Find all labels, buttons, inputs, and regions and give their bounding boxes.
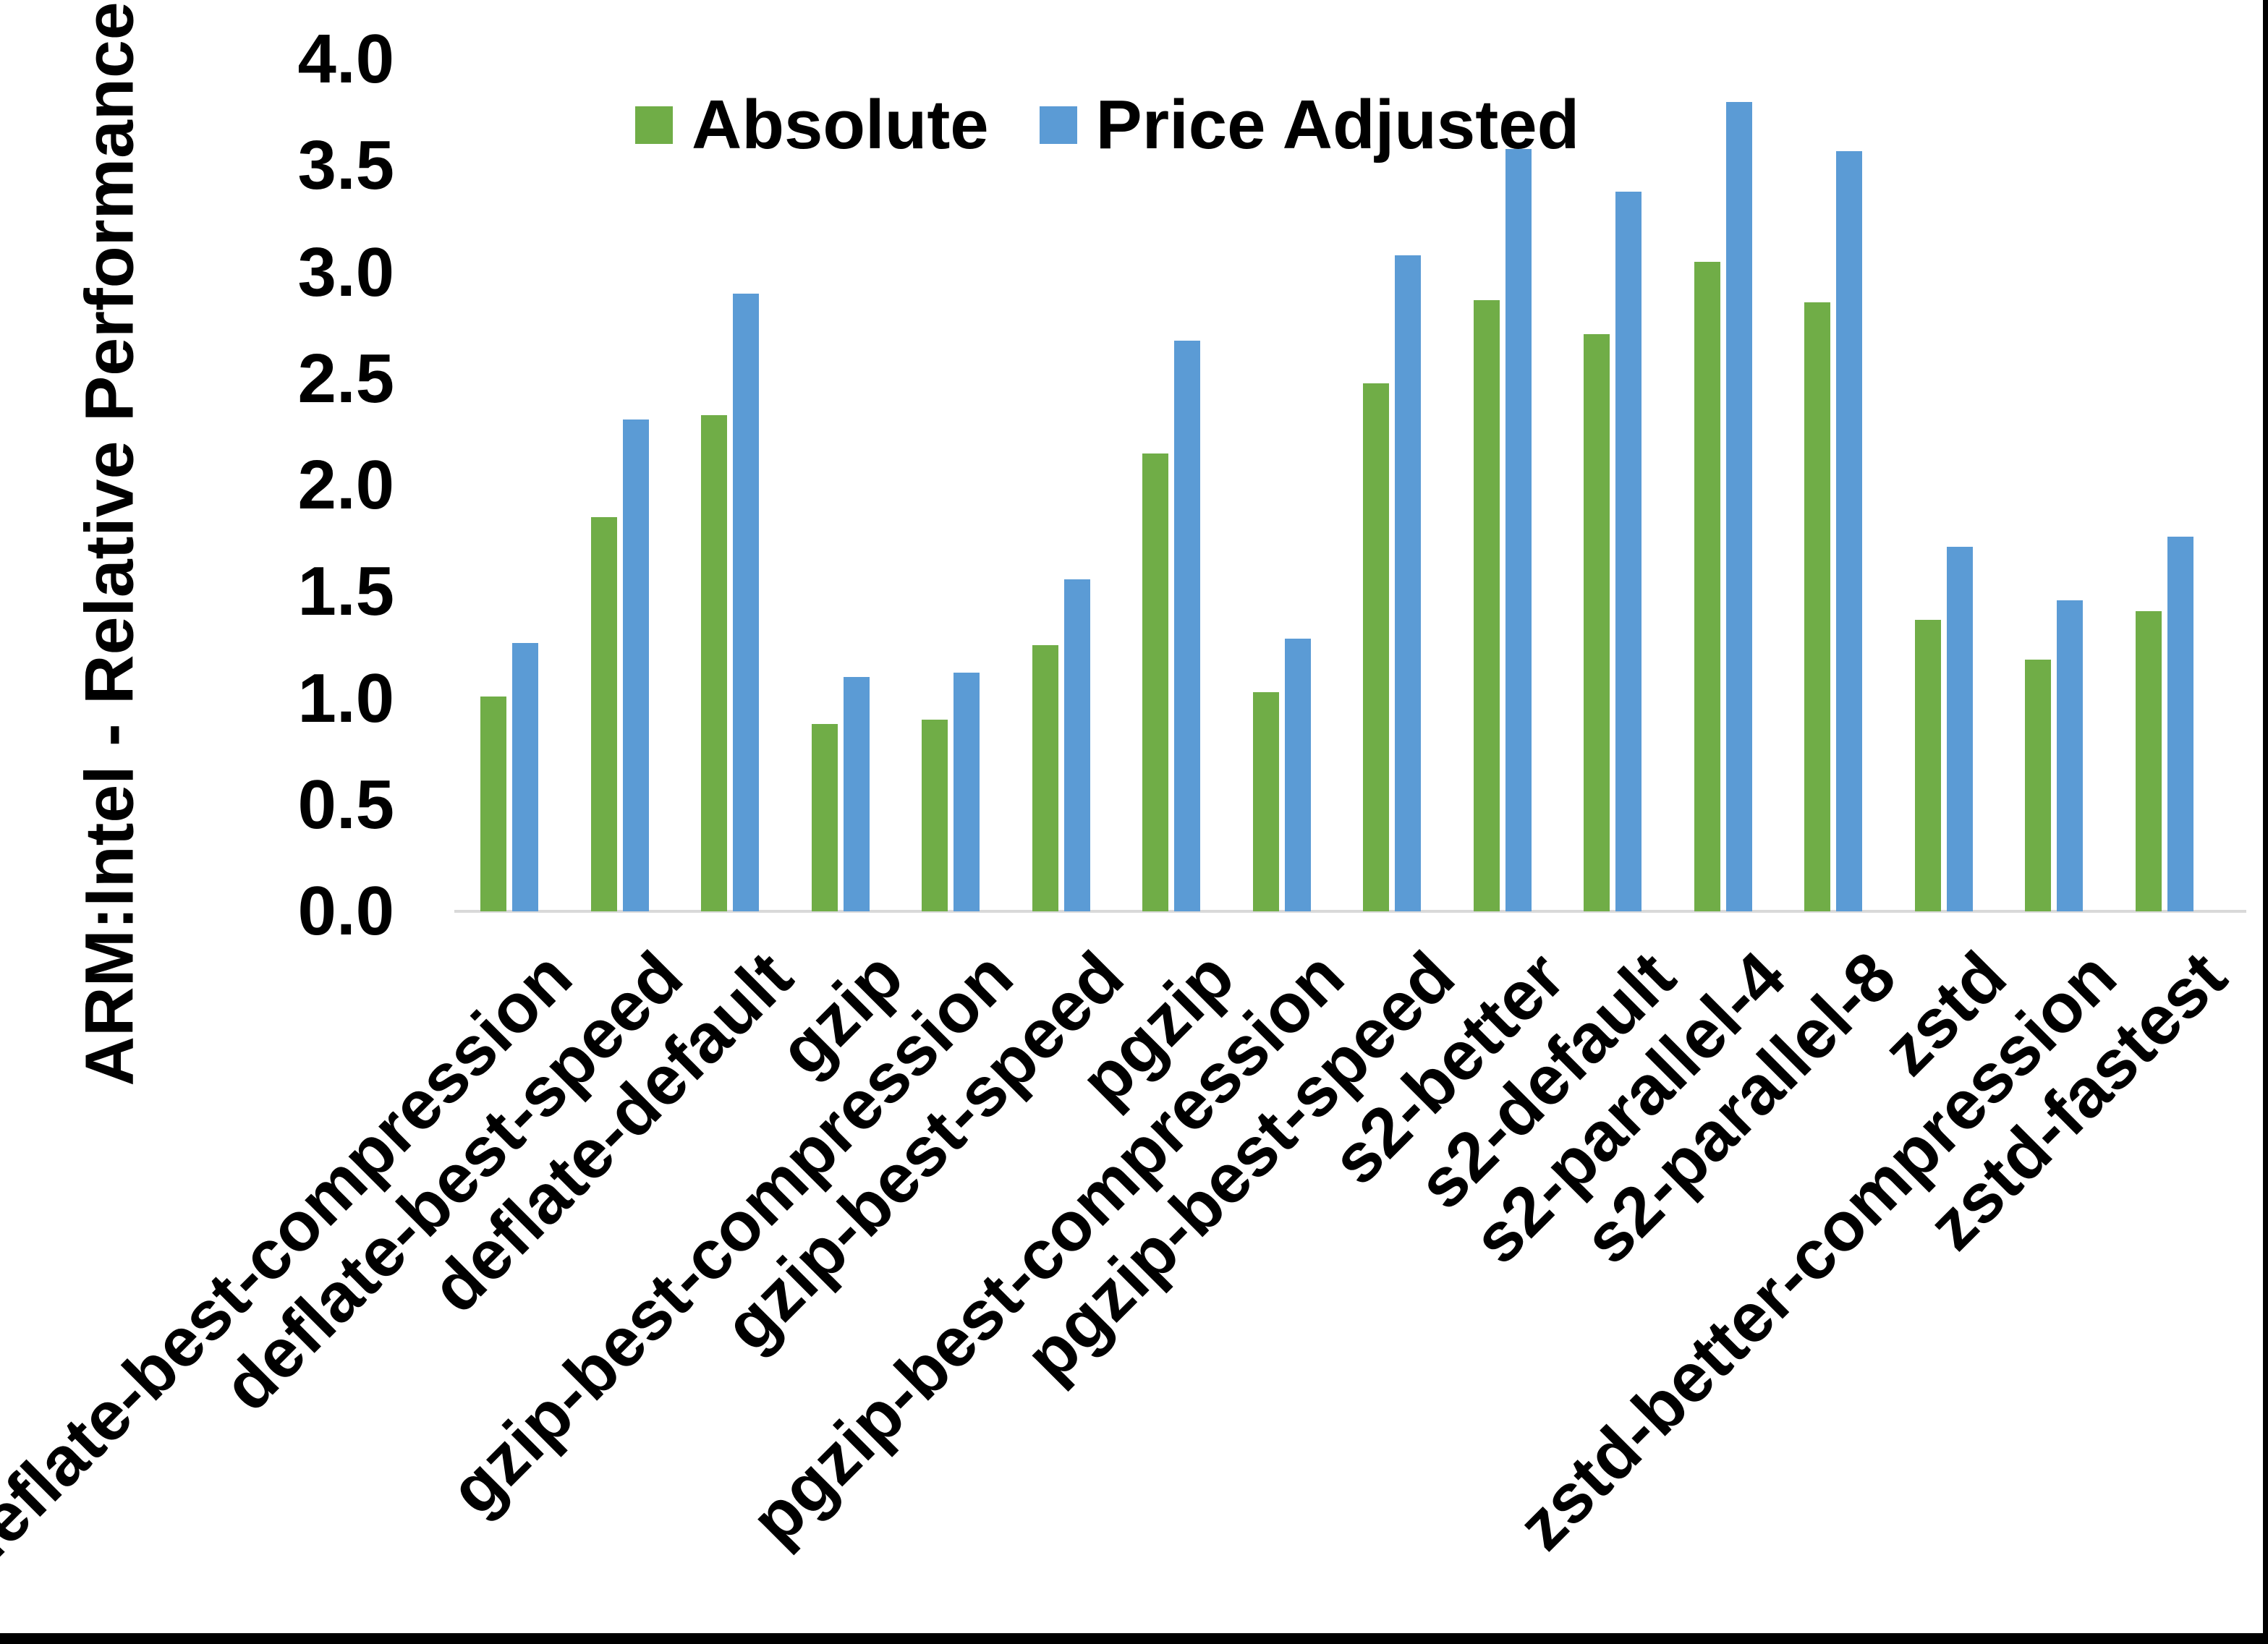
x-axis-line: [454, 910, 2246, 913]
bar-absolute-deflate-default: [701, 414, 728, 911]
bar-absolute-s2-parallel-8: [1804, 302, 1831, 911]
y-tick-label: 1.0: [297, 659, 394, 737]
legend-label-absolute: Absolute: [692, 86, 989, 163]
bar-price-adjusted-deflate-best-speed: [622, 419, 649, 911]
legend-item-price-adjusted: Price Adjusted: [1039, 85, 1580, 165]
bar-price-adjusted-s2-default: [1615, 191, 1642, 911]
bar-absolute-gzip-best-compression: [922, 719, 948, 911]
bar-price-adjusted-zstd-fastest: [2167, 536, 2193, 911]
bar-absolute-zstd: [1914, 619, 1941, 911]
window-edge-right: [2263, 0, 2268, 1644]
bar-absolute-zstd-fastest: [2135, 610, 2162, 911]
bar-price-adjusted-zstd-better-compression: [2057, 600, 2084, 911]
bar-absolute-pgzip: [1142, 453, 1169, 911]
y-tick-label: 1.5: [297, 553, 394, 631]
y-tick-label: 3.0: [297, 233, 394, 311]
bar-price-adjusted-deflate-best-compression: [512, 642, 539, 911]
bar-absolute-gzip-best-speed: [1032, 644, 1058, 911]
legend-item-absolute: Absolute: [635, 85, 989, 165]
legend-swatch-absolute: [635, 106, 673, 144]
bar-absolute-deflate-best-speed: [590, 517, 617, 911]
bar-price-adjusted-gzip: [843, 677, 870, 911]
bar-absolute-deflate-best-compression: [480, 696, 507, 911]
window-edge-bottom: [0, 1633, 2268, 1644]
bar-price-adjusted-s2-better: [1505, 148, 1532, 911]
y-tick-label: 0.0: [297, 872, 394, 950]
bar-price-adjusted-s2-parallel-8: [1836, 150, 1863, 911]
bar-absolute-pgzip-best-speed: [1363, 383, 1390, 911]
y-axis-title: ARM:Intel - Relative Performance: [71, 1, 148, 1086]
bar-price-adjusted-zstd: [1946, 547, 1973, 911]
bar-price-adjusted-gzip-best-compression: [954, 673, 980, 911]
bar-price-adjusted-pgzip: [1174, 340, 1201, 911]
bar-price-adjusted-deflate-default: [733, 293, 760, 911]
bar-absolute-s2-default: [1584, 333, 1610, 911]
chart-legend: Absolute Price Adjusted: [635, 85, 1579, 165]
bar-price-adjusted-pgzip-best-speed: [1395, 255, 1422, 911]
y-tick-label: 2.5: [297, 339, 394, 417]
y-tick-label: 2.0: [297, 446, 394, 524]
bar-price-adjusted-pgzip-best-compression: [1284, 639, 1311, 911]
bar-absolute-s2-parallel-4: [1694, 261, 1720, 911]
y-tick-label: 0.5: [297, 765, 394, 843]
bar-absolute-gzip: [811, 723, 838, 911]
bar-absolute-s2-better: [1473, 299, 1500, 911]
legend-swatch-price-adjusted: [1039, 106, 1077, 144]
bar-absolute-pgzip-best-compression: [1252, 691, 1279, 911]
bar-absolute-zstd-better-compression: [2025, 660, 2052, 911]
bar-price-adjusted-s2-parallel-4: [1725, 101, 1752, 911]
y-tick-label: 3.5: [297, 127, 394, 205]
bar-price-adjusted-gzip-best-speed: [1063, 579, 1090, 911]
y-tick-label: 4.0: [297, 20, 394, 98]
legend-label-price-adjusted: Price Adjusted: [1095, 86, 1580, 163]
